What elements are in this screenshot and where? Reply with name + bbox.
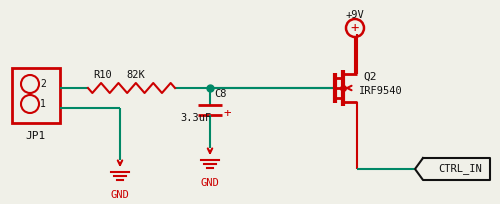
Text: C8: C8 xyxy=(214,89,226,99)
Bar xyxy=(12,68,60,123)
Text: 82K: 82K xyxy=(126,70,145,80)
Text: GND: GND xyxy=(110,190,130,200)
Text: 1: 1 xyxy=(40,99,46,109)
Text: +: + xyxy=(224,107,232,120)
Text: JP1: JP1 xyxy=(26,131,46,141)
Text: +: + xyxy=(351,21,359,35)
Text: R10: R10 xyxy=(93,70,112,80)
Text: +9V: +9V xyxy=(345,10,364,20)
Text: Q2: Q2 xyxy=(363,72,376,82)
Polygon shape xyxy=(415,158,490,180)
Text: IRF9540: IRF9540 xyxy=(359,86,403,96)
Text: GND: GND xyxy=(200,178,220,188)
Text: CTRL_IN: CTRL_IN xyxy=(438,164,482,174)
Text: 2: 2 xyxy=(40,79,46,89)
Text: 3.3uF: 3.3uF xyxy=(180,113,211,123)
